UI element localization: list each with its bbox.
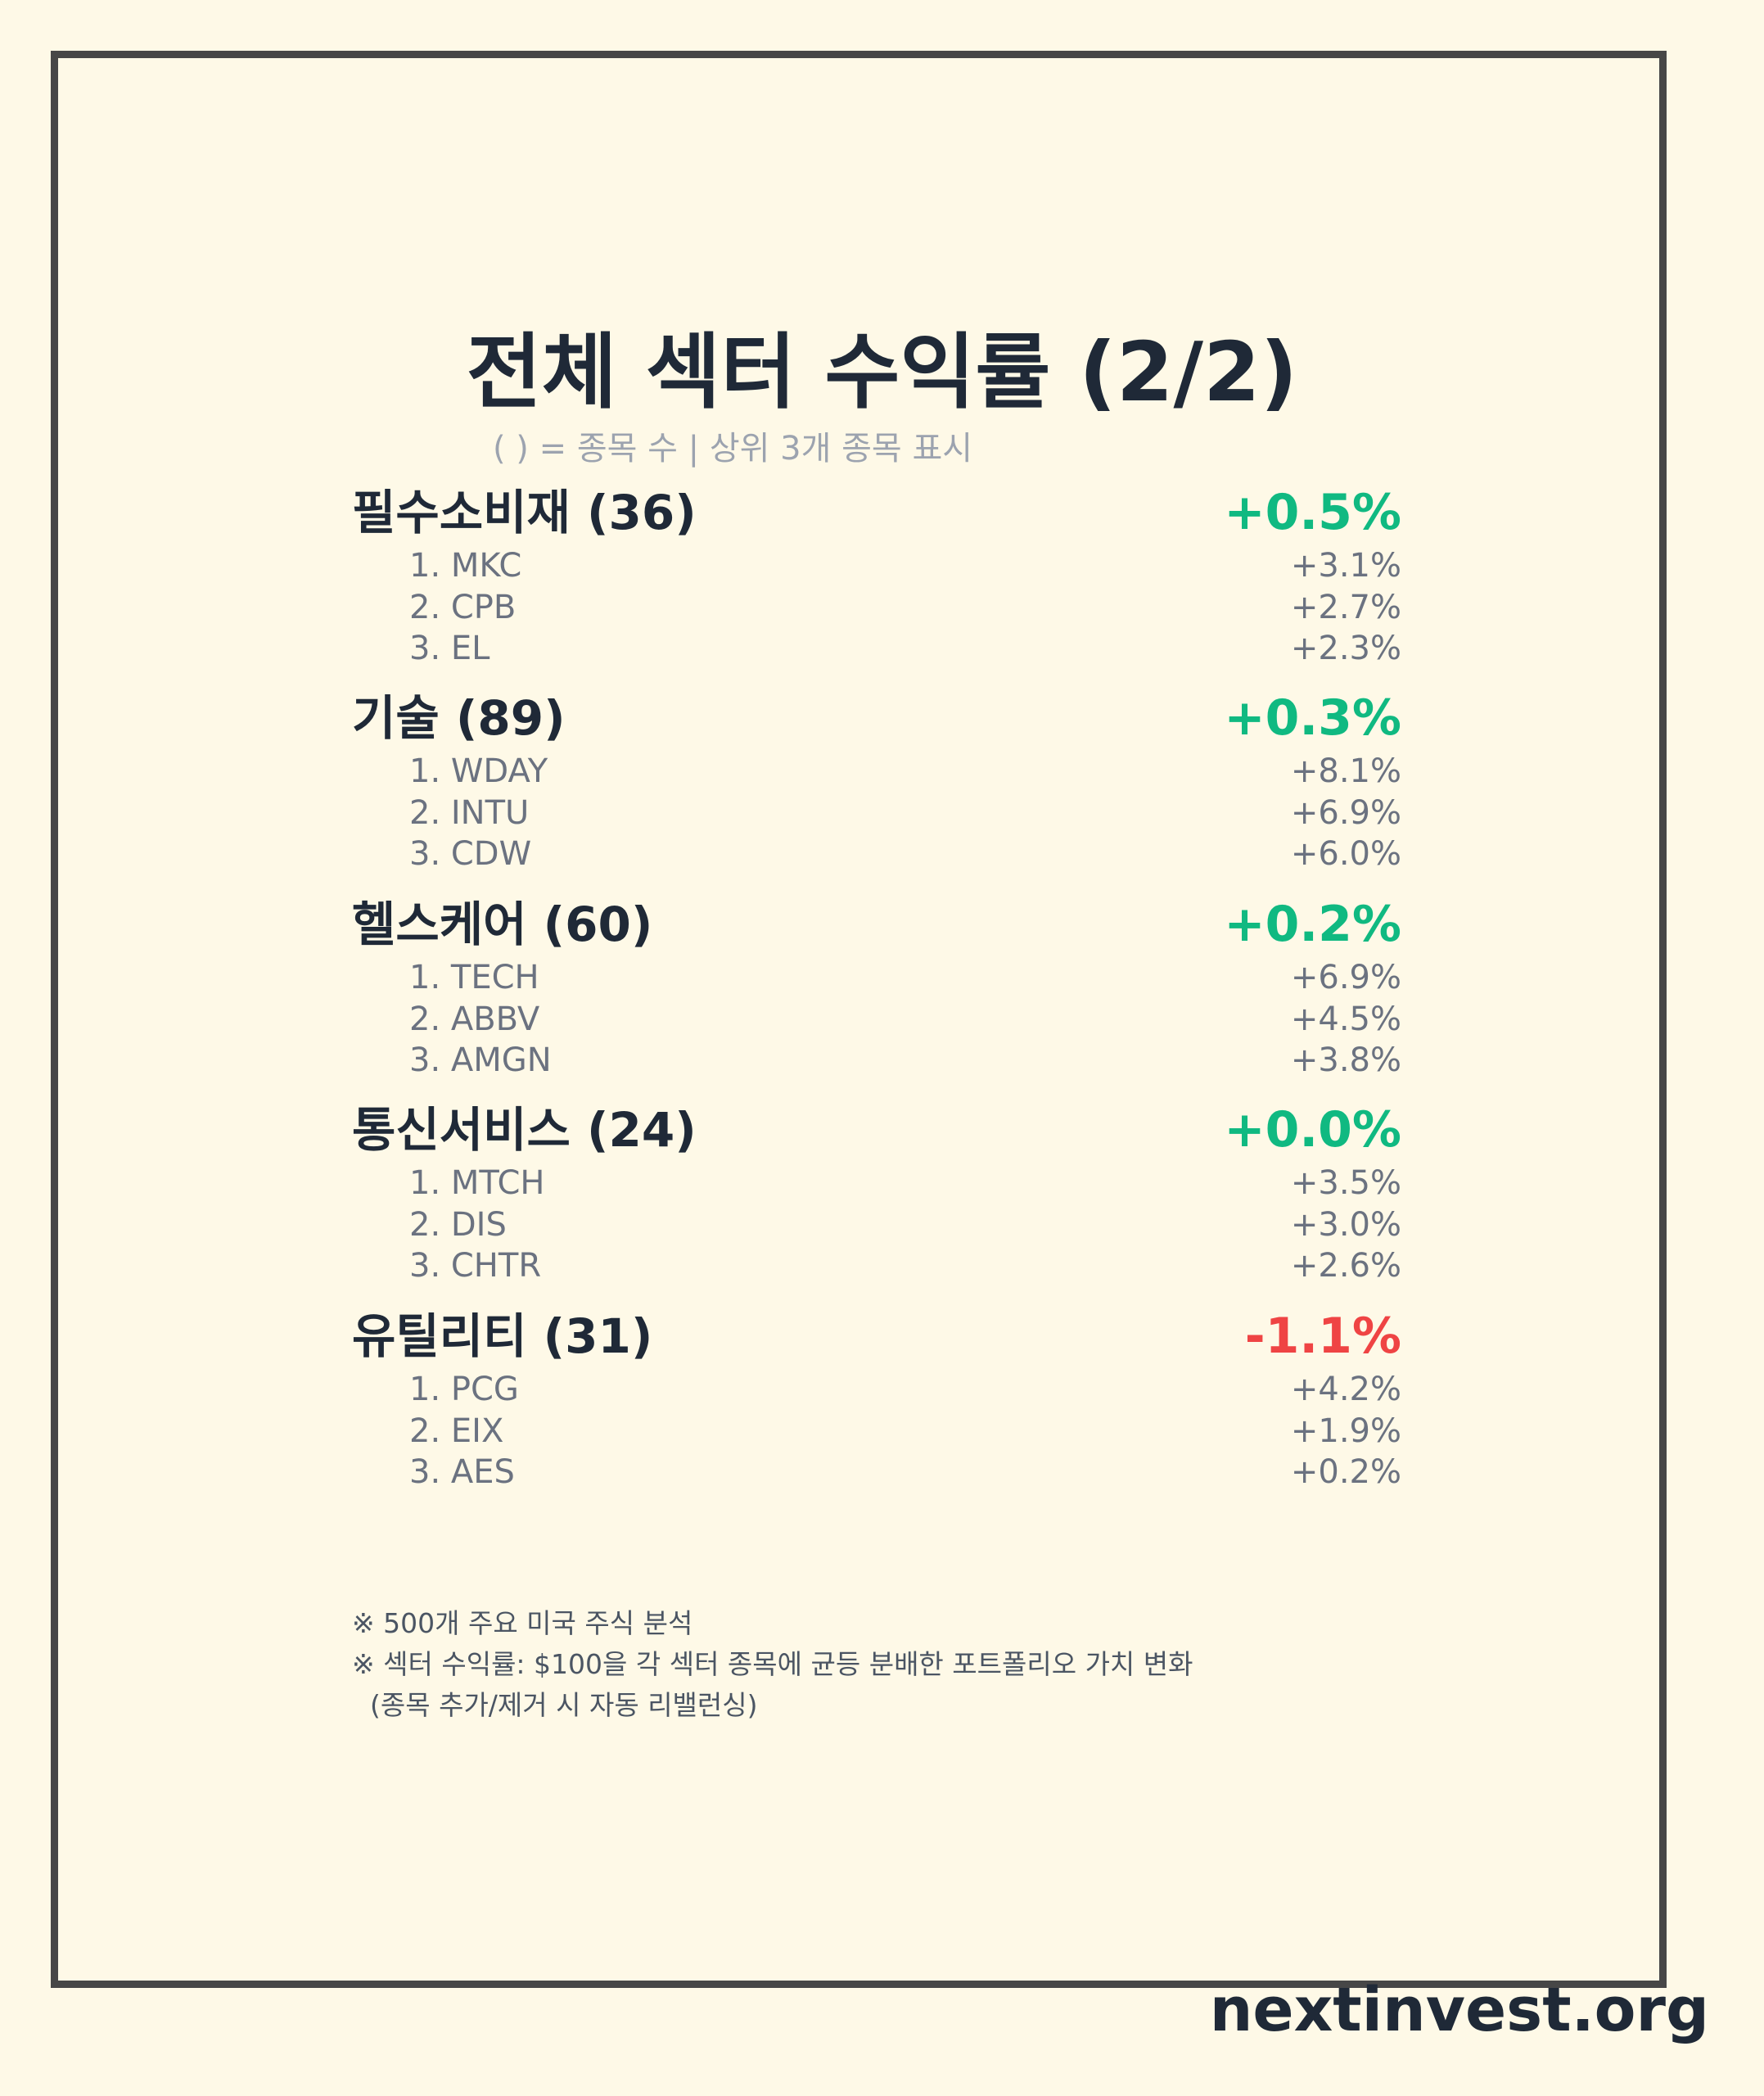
stock-return: +2.6% <box>1290 1247 1401 1285</box>
stock-return: +3.0% <box>1290 1205 1401 1244</box>
stock-name: 3. AMGN <box>409 1041 552 1079</box>
stock-row: 1. TECH +6.9% <box>352 957 1401 999</box>
stock-name: 3. CHTR <box>409 1247 542 1285</box>
sector-return: +0.3% <box>1224 689 1401 747</box>
stock-name: 1. MTCH <box>409 1164 545 1202</box>
page-title: 전체 섹터 수익률 (2/2) <box>466 324 1298 420</box>
stock-return: +4.5% <box>1290 1000 1401 1038</box>
stock-row: 1. PCG +4.2% <box>352 1369 1401 1411</box>
stock-row: 3. CHTR +2.6% <box>352 1245 1401 1287</box>
sector-utilities: 유틸리티 (31) -1.1% 1. PCG +4.2% 2. EIX +1.9… <box>352 1303 1401 1493</box>
stock-row: 2. INTU +6.9% <box>352 793 1401 834</box>
page-subtitle: ( ) = 종목 수 | 상위 3개 종목 표시 <box>492 430 973 468</box>
footnotes: ※ 500개 주요 미국 주식 분석 ※ 섹터 수익률: $100을 각 섹터 … <box>352 1603 1193 1726</box>
sector-return: +0.5% <box>1224 484 1401 541</box>
stock-name: 2. DIS <box>409 1205 507 1244</box>
stock-row: 1. MTCH +3.5% <box>352 1163 1401 1204</box>
sector-name: 유틸리티 (31) <box>352 1308 653 1364</box>
stock-row: 1. WDAY +8.1% <box>352 751 1401 793</box>
stock-row: 3. CDW +6.0% <box>352 833 1401 875</box>
sector-name: 헬스케어 (60) <box>352 897 653 952</box>
stock-name: 1. MKC <box>409 547 522 585</box>
stock-name: 3. CDW <box>409 835 532 873</box>
stock-return: +2.7% <box>1290 588 1401 626</box>
stock-row: 2. DIS +3.0% <box>352 1204 1401 1246</box>
brand-watermark: nextinvest.org <box>1209 1975 1709 2045</box>
sector-name: 통신서비스 (24) <box>352 1102 697 1158</box>
stock-return: +2.3% <box>1290 630 1401 667</box>
stock-return: +4.2% <box>1290 1371 1401 1408</box>
sector-return: +0.2% <box>1224 896 1401 953</box>
stock-return: +3.5% <box>1290 1164 1401 1202</box>
sector-header: 기술 (89) +0.3% <box>352 685 1401 751</box>
sector-healthcare: 헬스케어 (60) +0.2% 1. TECH +6.9% 2. ABBV +4… <box>352 892 1401 1082</box>
stock-row: 2. EIX +1.9% <box>352 1411 1401 1452</box>
stock-name: 1. TECH <box>409 959 539 996</box>
sector-name: 기술 (89) <box>352 690 566 746</box>
sector-header: 유틸리티 (31) -1.1% <box>352 1303 1401 1369</box>
stock-name: 3. EL <box>409 630 490 667</box>
stock-row: 3. AES +0.2% <box>352 1452 1401 1493</box>
stock-row: 2. CPB +2.7% <box>352 587 1401 629</box>
stock-return: +6.9% <box>1290 793 1401 832</box>
stock-row: 3. AMGN +3.8% <box>352 1040 1401 1082</box>
sector-consumer-staples: 필수소비재 (36) +0.5% 1. MKC +3.1% 2. CPB +2.… <box>352 480 1401 670</box>
stock-name: 2. EIX <box>409 1412 504 1450</box>
stock-row: 1. MKC +3.1% <box>352 545 1401 587</box>
sector-header: 필수소비재 (36) +0.5% <box>352 480 1401 545</box>
sector-header: 헬스케어 (60) +0.2% <box>352 892 1401 957</box>
sector-return: +0.0% <box>1224 1101 1401 1159</box>
sector-return: -1.1% <box>1244 1308 1401 1365</box>
stock-name: 2. ABBV <box>409 1000 540 1038</box>
stock-return: +3.8% <box>1290 1041 1401 1079</box>
stock-name: 3. AES <box>409 1453 515 1491</box>
stock-return: +3.1% <box>1290 547 1401 585</box>
sector-communication-services: 통신서비스 (24) +0.0% 1. MTCH +3.5% 2. DIS +3… <box>352 1097 1401 1287</box>
stock-return: +0.2% <box>1290 1453 1401 1491</box>
stock-row: 3. EL +2.3% <box>352 628 1401 670</box>
stock-return: +8.1% <box>1290 752 1401 790</box>
stock-name: 2. CPB <box>409 588 517 626</box>
stock-name: 1. PCG <box>409 1371 519 1408</box>
card-frame <box>51 51 1667 1988</box>
stock-name: 2. INTU <box>409 793 530 832</box>
sector-technology: 기술 (89) +0.3% 1. WDAY +8.1% 2. INTU +6.9… <box>352 685 1401 875</box>
stock-name: 1. WDAY <box>409 752 548 790</box>
sector-header: 통신서비스 (24) +0.0% <box>352 1097 1401 1163</box>
stock-row: 2. ABBV +4.5% <box>352 999 1401 1041</box>
stock-return: +6.0% <box>1290 835 1401 873</box>
footnote: ※ 섹터 수익률: $100을 각 섹터 종목에 균등 분배한 포트폴리오 가치… <box>352 1648 1193 1680</box>
footnote: ※ 500개 주요 미국 주식 분석 <box>352 1607 693 1639</box>
footnote: (종목 추가/제거 시 자동 리밸런싱) <box>370 1689 758 1721</box>
stock-return: +1.9% <box>1290 1412 1401 1450</box>
sector-name: 필수소비재 (36) <box>352 485 697 540</box>
stock-return: +6.9% <box>1290 959 1401 996</box>
